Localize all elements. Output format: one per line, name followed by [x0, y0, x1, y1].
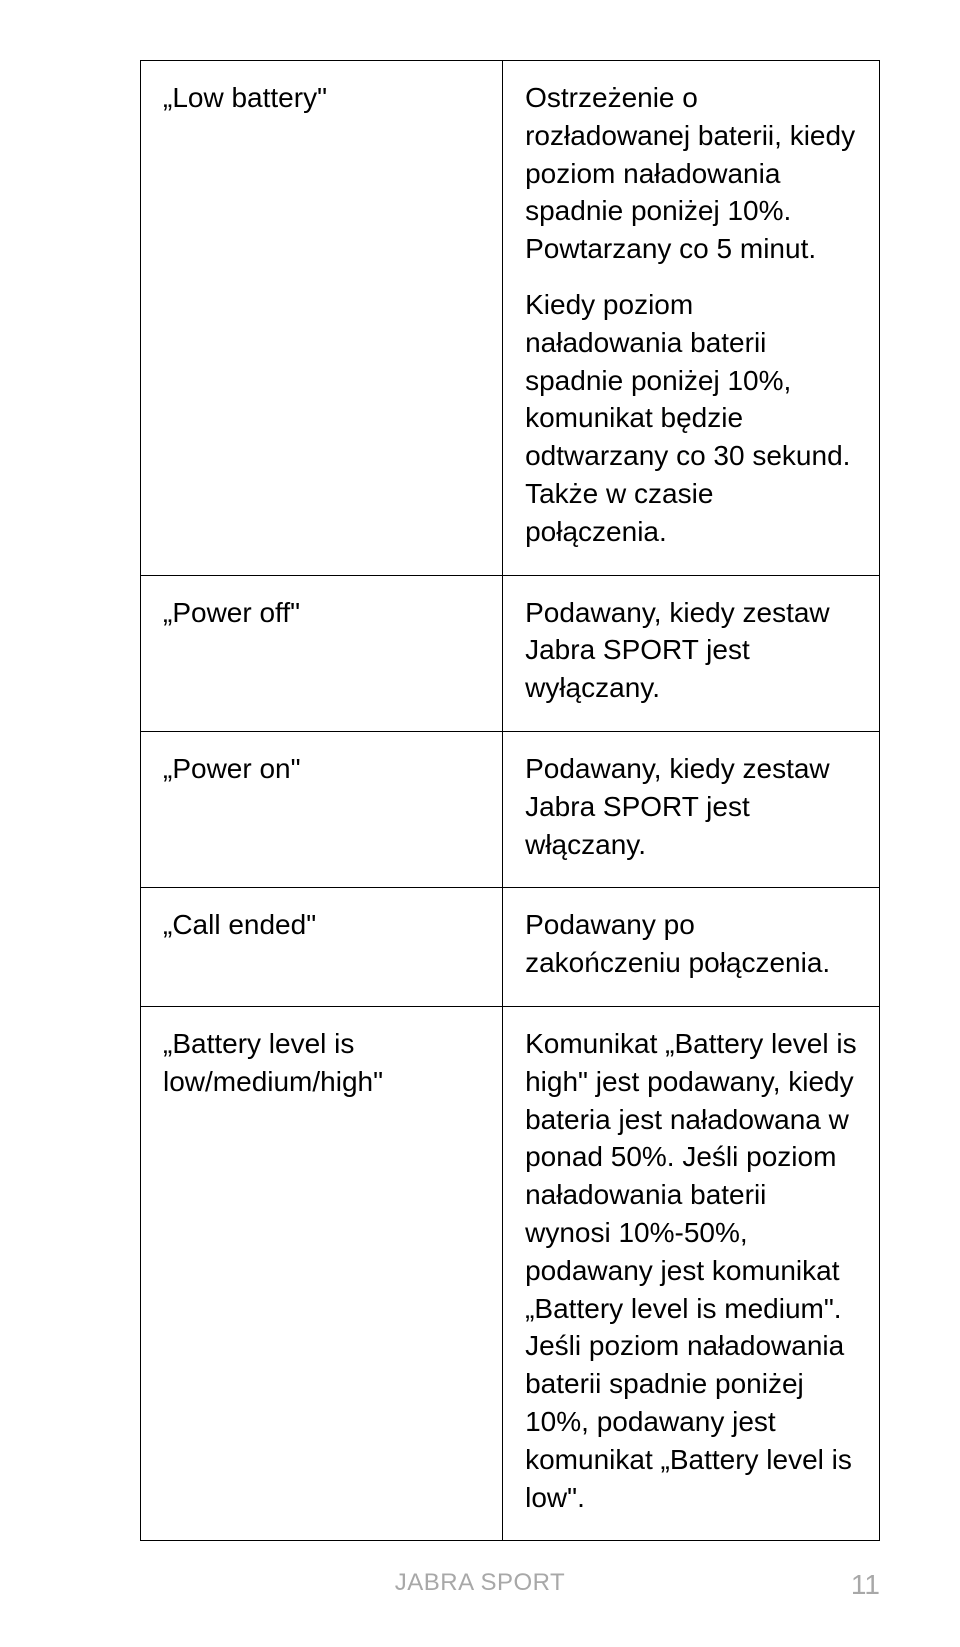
- table-row: „Power on" Podawany, kiedy zestaw Jabra …: [141, 731, 880, 887]
- prompt-desc-paragraph: Podawany, kiedy zestaw Jabra SPORT jest …: [525, 594, 857, 707]
- prompt-desc-paragraph: Kiedy poziom naładowania baterii spadnie…: [525, 286, 857, 551]
- page-content: „Low battery" Ostrzeżenie o rozładowanej…: [0, 0, 960, 1541]
- prompt-desc-cell: Ostrzeżenie o rozładowanej baterii, kied…: [503, 61, 880, 576]
- prompt-desc-paragraph: Podawany, kiedy zestaw Jabra SPORT jest …: [525, 750, 857, 863]
- voice-prompts-table: „Low battery" Ostrzeżenie o rozładowanej…: [140, 60, 880, 1541]
- table-row: „Call ended" Podawany po zakończeniu poł…: [141, 888, 880, 1007]
- table-row: „Battery level is low/medium/high" Komun…: [141, 1006, 880, 1540]
- prompt-label-cell: „Low battery": [141, 61, 503, 576]
- prompt-desc-cell: Podawany, kiedy zestaw Jabra SPORT jest …: [503, 731, 880, 887]
- prompt-label: „Low battery": [163, 82, 327, 113]
- prompt-label-cell: „Power on": [141, 731, 503, 887]
- prompt-desc-cell: Komunikat „Battery level is high" jest p…: [503, 1006, 880, 1540]
- prompt-desc-paragraph: Ostrzeżenie o rozładowanej baterii, kied…: [525, 79, 857, 268]
- prompt-label: „Call ended": [163, 909, 316, 940]
- prompt-desc-paragraph: Podawany po zakończeniu połączenia.: [525, 906, 857, 982]
- prompt-label: „Battery level is low/medium/high": [163, 1028, 383, 1097]
- footer-brand: JABRA SPORT: [395, 1569, 565, 1597]
- table-row: „Low battery" Ostrzeżenie o rozładowanej…: [141, 61, 880, 576]
- prompt-desc-paragraph: Komunikat „Battery level is high" jest p…: [525, 1025, 857, 1516]
- prompt-label: „Power on": [163, 753, 301, 784]
- table-row: „Power off" Podawany, kiedy zestaw Jabra…: [141, 575, 880, 731]
- page-number: 11: [851, 1569, 880, 1601]
- prompt-label-cell: „Call ended": [141, 888, 503, 1007]
- page-footer: JABRA SPORT: [0, 1569, 960, 1597]
- prompt-label: „Power off": [163, 597, 300, 628]
- prompt-label-cell: „Battery level is low/medium/high": [141, 1006, 503, 1540]
- prompt-label-cell: „Power off": [141, 575, 503, 731]
- prompt-desc-cell: Podawany, kiedy zestaw Jabra SPORT jest …: [503, 575, 880, 731]
- prompt-desc-cell: Podawany po zakończeniu połączenia.: [503, 888, 880, 1007]
